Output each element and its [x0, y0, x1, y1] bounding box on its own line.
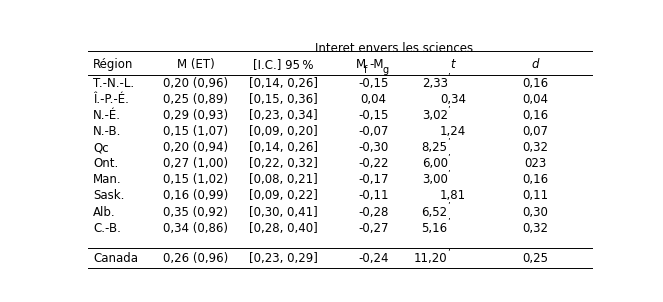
Text: 0,16 (0,99): 0,16 (0,99)	[163, 189, 229, 202]
Text: 0,25 (0,89): 0,25 (0,89)	[163, 93, 229, 106]
Text: [0,28, 0,40]: [0,28, 0,40]	[249, 222, 318, 235]
Text: -0,22: -0,22	[358, 157, 389, 170]
Text: ’: ’	[448, 170, 450, 179]
Text: Ont.: Ont.	[93, 157, 119, 170]
Text: Sask.: Sask.	[93, 189, 125, 202]
Text: M: M	[356, 58, 366, 71]
Text: [0,23, 0,29]: [0,23, 0,29]	[249, 252, 318, 265]
Text: 0,35 (0,92): 0,35 (0,92)	[163, 206, 229, 219]
Text: 1,81: 1,81	[440, 189, 466, 202]
Text: C.-B.: C.-B.	[93, 222, 121, 235]
Text: ’: ’	[448, 154, 450, 163]
Text: -0,28: -0,28	[358, 206, 389, 219]
Text: T.-N.-L.: T.-N.-L.	[93, 77, 135, 90]
Text: Man.: Man.	[93, 173, 122, 186]
Text: [0,08, 0,21]: [0,08, 0,21]	[249, 173, 318, 186]
Text: 5,16: 5,16	[422, 222, 448, 235]
Text: Canada: Canada	[93, 252, 138, 265]
Text: 8,25: 8,25	[422, 141, 448, 154]
Text: 0,15 (1,02): 0,15 (1,02)	[163, 173, 229, 186]
Text: [0,09, 0,20]: [0,09, 0,20]	[249, 125, 318, 138]
Text: ’: ’	[448, 218, 450, 227]
Text: 0,04: 0,04	[522, 93, 548, 106]
Text: 0,04: 0,04	[360, 93, 386, 106]
Text: [0,09, 0,22]: [0,09, 0,22]	[249, 189, 318, 202]
Text: 1,24: 1,24	[440, 125, 466, 138]
Text: [0,14, 0,26]: [0,14, 0,26]	[249, 141, 318, 154]
Text: Î.-P.-É.: Î.-P.-É.	[93, 93, 129, 106]
Text: -0,11: -0,11	[358, 189, 389, 202]
Text: f: f	[364, 65, 367, 75]
Text: [0,14, 0,26]: [0,14, 0,26]	[249, 77, 318, 90]
Text: 0,11: 0,11	[522, 189, 548, 202]
Text: 3,00: 3,00	[422, 173, 448, 186]
Text: 0,32: 0,32	[522, 222, 548, 235]
Text: 0,25: 0,25	[522, 252, 548, 265]
Text: 0,20 (0,96): 0,20 (0,96)	[163, 77, 229, 90]
Text: ’: ’	[448, 202, 450, 211]
Text: ’: ’	[448, 249, 450, 258]
Text: 0,16: 0,16	[522, 77, 548, 90]
Text: 6,00: 6,00	[422, 157, 448, 170]
Text: 2,33: 2,33	[422, 77, 448, 90]
Text: -0,30: -0,30	[358, 141, 389, 154]
Text: -0,15: -0,15	[358, 109, 389, 122]
Text: N.-É.: N.-É.	[93, 109, 121, 122]
Text: ’: ’	[448, 138, 450, 147]
Text: Alb.: Alb.	[93, 206, 116, 219]
Text: t: t	[451, 58, 455, 71]
Text: 0,32: 0,32	[522, 141, 548, 154]
Text: Interet envers les sciences: Interet envers les sciences	[315, 42, 473, 55]
Text: Qc: Qc	[93, 141, 109, 154]
Text: [0,15, 0,36]: [0,15, 0,36]	[249, 93, 318, 106]
Text: -0,24: -0,24	[358, 252, 389, 265]
Text: 0,20 (0,94): 0,20 (0,94)	[163, 141, 229, 154]
Text: [0,30, 0,41]: [0,30, 0,41]	[249, 206, 318, 219]
Text: d: d	[531, 58, 539, 71]
Text: 11,20: 11,20	[414, 252, 448, 265]
Text: 0,34: 0,34	[440, 93, 466, 106]
Text: 0,26 (0,96): 0,26 (0,96)	[163, 252, 229, 265]
Text: 0,34 (0,86): 0,34 (0,86)	[163, 222, 229, 235]
Text: ’: ’	[448, 73, 450, 82]
Text: 6,52: 6,52	[422, 206, 448, 219]
Text: M (ET): M (ET)	[177, 58, 215, 71]
Text: Région: Région	[93, 58, 133, 71]
Text: 0,16: 0,16	[522, 173, 548, 186]
Text: -M: -M	[369, 58, 384, 71]
Text: N.-B.: N.-B.	[93, 125, 121, 138]
Text: 0,29 (0,93): 0,29 (0,93)	[163, 109, 229, 122]
Text: -0,07: -0,07	[358, 125, 389, 138]
Text: -0,27: -0,27	[358, 222, 389, 235]
Text: 0,15 (1,07): 0,15 (1,07)	[163, 125, 229, 138]
Text: [0,22, 0,32]: [0,22, 0,32]	[249, 157, 318, 170]
Text: -0,17: -0,17	[358, 173, 389, 186]
Text: 3,02: 3,02	[422, 109, 448, 122]
Text: -0,15: -0,15	[358, 77, 389, 90]
Text: ’: ’	[448, 105, 450, 114]
Text: g: g	[383, 65, 389, 75]
Text: 0,27 (1,00): 0,27 (1,00)	[163, 157, 229, 170]
Text: [I.C.] 95 %: [I.C.] 95 %	[253, 58, 314, 71]
Text: 0,07: 0,07	[522, 125, 548, 138]
Text: 0,16: 0,16	[522, 109, 548, 122]
Text: 0,30: 0,30	[522, 206, 548, 219]
Text: 023: 023	[524, 157, 546, 170]
Text: [0,23, 0,34]: [0,23, 0,34]	[249, 109, 318, 122]
